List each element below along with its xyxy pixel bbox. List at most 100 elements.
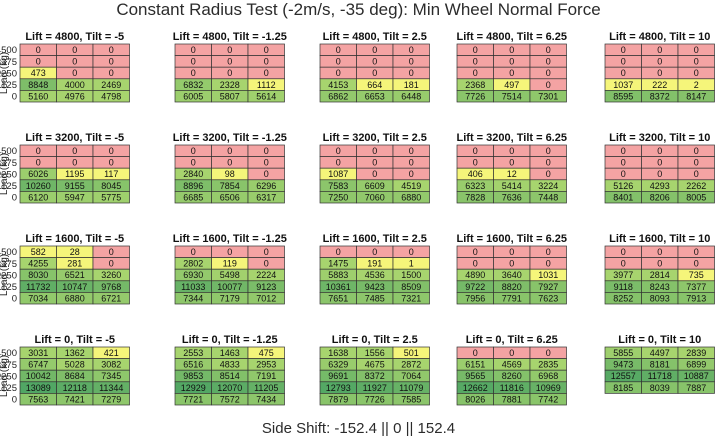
cell-value-label: 0 xyxy=(191,247,196,257)
cell-value-label: 5947 xyxy=(65,192,85,202)
y-tick-label: 2250 xyxy=(0,68,17,79)
cell-value-label: 28 xyxy=(70,247,80,257)
cell-value-label: 9565 xyxy=(465,371,485,381)
cell-value-label: 0 xyxy=(191,158,196,168)
cell-value-label: 7585 xyxy=(401,394,421,404)
cell-value-label: 9722 xyxy=(465,282,485,292)
heatmap-cell xyxy=(247,292,285,305)
cell-value-label: 4569 xyxy=(502,360,522,370)
panel-title: Lift = 3200, Tilt = 10 xyxy=(609,132,710,144)
cell-value-label: 12557 xyxy=(611,371,636,381)
cell-value-label: 0 xyxy=(227,158,232,168)
cell-value-label: 1195 xyxy=(65,169,84,179)
cell-value-label: 2328 xyxy=(220,80,240,90)
cell-value-label: 11718 xyxy=(648,371,672,381)
y-tick-label: 1125 xyxy=(0,383,17,394)
cell-value-label: 8684 xyxy=(65,371,85,381)
cell-value-label: 9691 xyxy=(328,371,348,381)
cell-value-label: 117 xyxy=(104,169,118,179)
cell-value-label: 0 xyxy=(109,158,114,168)
cell-value-label: 0 xyxy=(473,45,478,55)
cell-value-label: 281 xyxy=(67,259,82,269)
cell-value-label: 7927 xyxy=(538,282,558,292)
cell-value-label: 0 xyxy=(264,158,269,168)
cell-value-label: 0 xyxy=(621,68,626,78)
panel: Lift = 1600, Tilt = -1.25 0 0 0 2802 119 0 6930… xyxy=(173,233,287,305)
cell-value-label: 7956 xyxy=(465,293,485,303)
cell-value-label: 0 xyxy=(546,57,551,67)
cell-value-label: 8045 xyxy=(101,181,121,191)
panel-title: Lift = 0, Tilt = 2.5 xyxy=(332,334,418,346)
y-axis-label: Load (kg) xyxy=(0,254,10,296)
panel-title: Lift = 4800, Tilt = -5 xyxy=(25,31,124,43)
cell-value-label: 1475 xyxy=(328,259,348,269)
heatmap-cell xyxy=(529,191,567,204)
cell-value-label: 7651 xyxy=(328,293,348,303)
cell-value-label: 7034 xyxy=(28,293,48,303)
y-tick-label: 4500 xyxy=(0,247,17,258)
cell-value-label: 2368 xyxy=(465,80,485,90)
cell-value-label: 0 xyxy=(657,247,662,257)
heatmap-cell xyxy=(529,292,567,305)
y-tick-label: 4500 xyxy=(0,45,17,56)
cell-value-label: 6880 xyxy=(401,192,421,202)
cell-value-label: 6968 xyxy=(538,371,558,381)
cell-value-label: 4976 xyxy=(65,91,85,101)
cell-value-label: 406 xyxy=(468,169,483,179)
cell-value-label: 6747 xyxy=(28,360,48,370)
y-tick-label: 0 xyxy=(12,294,17,305)
cell-value-label: 7583 xyxy=(328,181,348,191)
cell-value-label: 11079 xyxy=(399,383,423,393)
cell-value-label: 0 xyxy=(227,68,232,78)
cell-value-label: 0 xyxy=(409,45,414,55)
heatmap-cell xyxy=(529,90,567,103)
cell-value-label: 735 xyxy=(689,270,704,280)
cell-value-label: 4255 xyxy=(28,259,48,269)
cell-value-label: 6506 xyxy=(220,192,240,202)
y-tick-label: 3375 xyxy=(0,158,17,169)
cell-value-label: 5160 xyxy=(28,91,48,101)
cell-value-label: 6329 xyxy=(328,360,348,370)
cell-value-label: 0 xyxy=(546,158,551,168)
heatmap-cell xyxy=(247,90,285,103)
panel-title: Lift = 3200, Tilt = 6.25 xyxy=(457,132,567,144)
cell-value-label: 473 xyxy=(31,68,46,78)
cell-value-label: 0 xyxy=(264,146,269,156)
cell-value-label: 5498 xyxy=(220,270,240,280)
cell-value-label: 11033 xyxy=(181,282,205,292)
cell-value-label: 0 xyxy=(227,45,232,55)
cell-value-label: 12118 xyxy=(63,383,87,393)
cell-value-label: 0 xyxy=(336,146,341,156)
cell-value-label: 0 xyxy=(336,45,341,55)
cell-value-label: 8514 xyxy=(220,371,240,381)
cell-value-label: 8147 xyxy=(686,91,706,101)
cell-value-label: 0 xyxy=(621,146,626,156)
cell-value-label: 2553 xyxy=(183,348,203,358)
cell-value-label: 1031 xyxy=(538,270,558,280)
panel-title: Lift = 4800, Tilt = -1.25 xyxy=(173,31,287,43)
cell-value-label: 3031 xyxy=(28,348,48,358)
cell-value-label: 119 xyxy=(223,259,237,269)
panel: Lift = 0, Tilt = 2.5 1638 1556 501 6329 4675 2… xyxy=(319,334,430,406)
cell-value-label: 4536 xyxy=(365,270,385,280)
cell-value-label: 0 xyxy=(509,158,514,168)
cell-value-label: 1 xyxy=(409,259,414,269)
cell-value-label: 7448 xyxy=(538,192,558,202)
cell-value-label: 5775 xyxy=(101,192,121,202)
cell-value-label: 0 xyxy=(694,259,699,269)
cell-value-label: 8039 xyxy=(650,383,670,393)
cell-value-label: 1556 xyxy=(365,348,385,358)
panel-title: Lift = 4800, Tilt = 6.25 xyxy=(457,31,567,43)
cell-value-label: 0 xyxy=(694,158,699,168)
cell-value-label: 7321 xyxy=(401,293,421,303)
cell-value-label: 0 xyxy=(264,247,269,257)
cell-value-label: 0 xyxy=(509,247,514,257)
cell-value-label: 8185 xyxy=(613,383,633,393)
cell-value-label: 7879 xyxy=(328,394,348,404)
cell-value-label: 5126 xyxy=(613,181,633,191)
cell-value-label: 0 xyxy=(657,169,662,179)
heatmap-cell xyxy=(392,393,430,406)
